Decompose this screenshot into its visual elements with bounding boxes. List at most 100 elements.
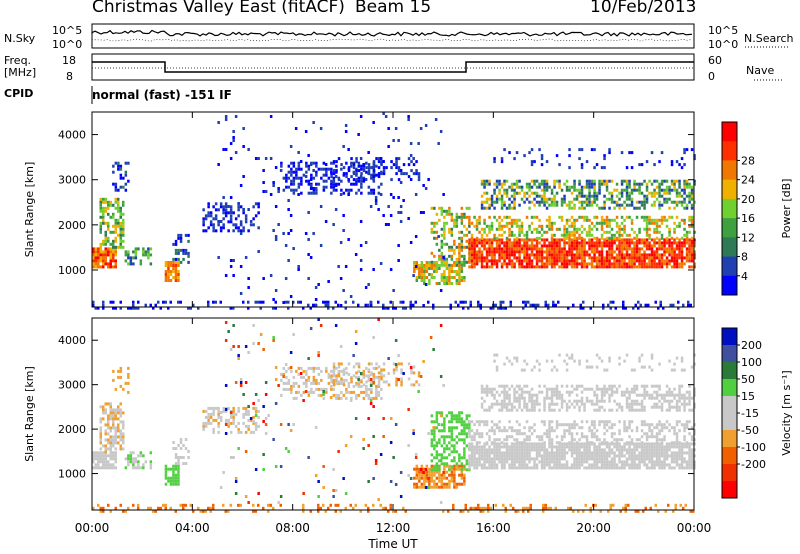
range-cell [453,261,456,264]
range-cell [543,197,546,201]
range-cell [104,209,107,213]
range-cell [407,362,411,366]
range-cell [483,399,486,403]
range-cell [172,479,175,483]
range-cell [648,460,651,464]
range-cell [655,445,659,449]
range-cell [655,457,659,461]
range-cell [620,256,624,260]
range-cell [107,221,110,225]
range-cell [623,218,626,222]
range-cell [109,408,112,412]
range-cell [528,182,531,186]
range-cell [600,451,604,455]
range-cell [97,457,100,461]
range-cell [488,457,491,461]
range-cell [214,418,218,422]
range-cell [244,217,248,221]
range-cell [112,239,115,243]
range-cell [628,457,631,461]
range-cell [545,393,549,397]
range-cell [114,247,117,251]
range-cell [227,418,230,422]
range-cell [558,463,561,467]
range-cell [274,166,278,169]
range-cell [377,208,380,211]
range-cell [244,214,248,218]
range-cell [212,226,215,230]
range-cell [578,244,581,248]
range-cell [548,253,551,257]
range-cell [132,250,135,254]
range-cell [538,230,541,234]
range-cell [625,262,629,266]
range-cell [548,203,551,207]
range-cell [643,227,646,231]
range-cell [330,384,333,388]
range-cell [387,145,390,148]
range-cell [367,151,370,154]
range-cell [655,432,659,436]
range-cell [124,170,128,174]
range-cell [693,253,696,257]
range-cell [124,253,128,257]
range-cell [608,247,611,251]
range-cell [557,300,560,304]
range-cell [112,420,115,424]
range-cell [129,451,133,455]
range-cell [518,238,521,242]
range-cell [445,282,449,285]
range-cell [445,444,449,448]
range-cell [640,423,644,427]
range-cell [445,276,449,279]
nsearch-trace [91,38,693,42]
range-cell [272,306,275,310]
range-cell [224,202,228,206]
range-cell [683,442,686,446]
range-cell [585,250,589,254]
range-cell [252,205,255,209]
range-cell [550,224,554,228]
range-cell [658,238,661,242]
range-cell [600,215,604,219]
range-cell [673,179,676,183]
range-cell [234,151,238,154]
range-cell [352,365,356,369]
range-cell [545,185,549,189]
range-cell [658,259,661,263]
range-cell [480,233,484,237]
range-cell [433,473,436,477]
range-cell [488,206,491,210]
range-cell [683,438,686,442]
range-cell [598,420,601,424]
range-cell [600,179,604,183]
range-cell [239,292,243,295]
range-cell [683,182,686,186]
range-cell [334,300,337,304]
range-cell [653,256,656,260]
range-cell [217,256,220,259]
range-cell [384,115,388,118]
range-cell [498,256,501,260]
range-cell [535,194,539,198]
range-cell [420,276,424,279]
range-cell [305,384,308,388]
range-cell [468,414,471,418]
range-cell [600,253,604,257]
range-cell [440,485,444,489]
range-cell [585,200,589,204]
range-cell [419,211,423,214]
range-cell [608,466,611,470]
range-cell [407,377,411,381]
range-cell [518,445,521,449]
range-cell [683,423,686,427]
range-cell [595,241,599,245]
range-cell [495,399,499,403]
range-cell [590,259,594,263]
range-cell [330,167,333,171]
range-cell [669,303,672,307]
range-cell [375,362,378,366]
range-cell [613,451,616,455]
range-cell [490,402,494,406]
range-cell [455,441,459,445]
